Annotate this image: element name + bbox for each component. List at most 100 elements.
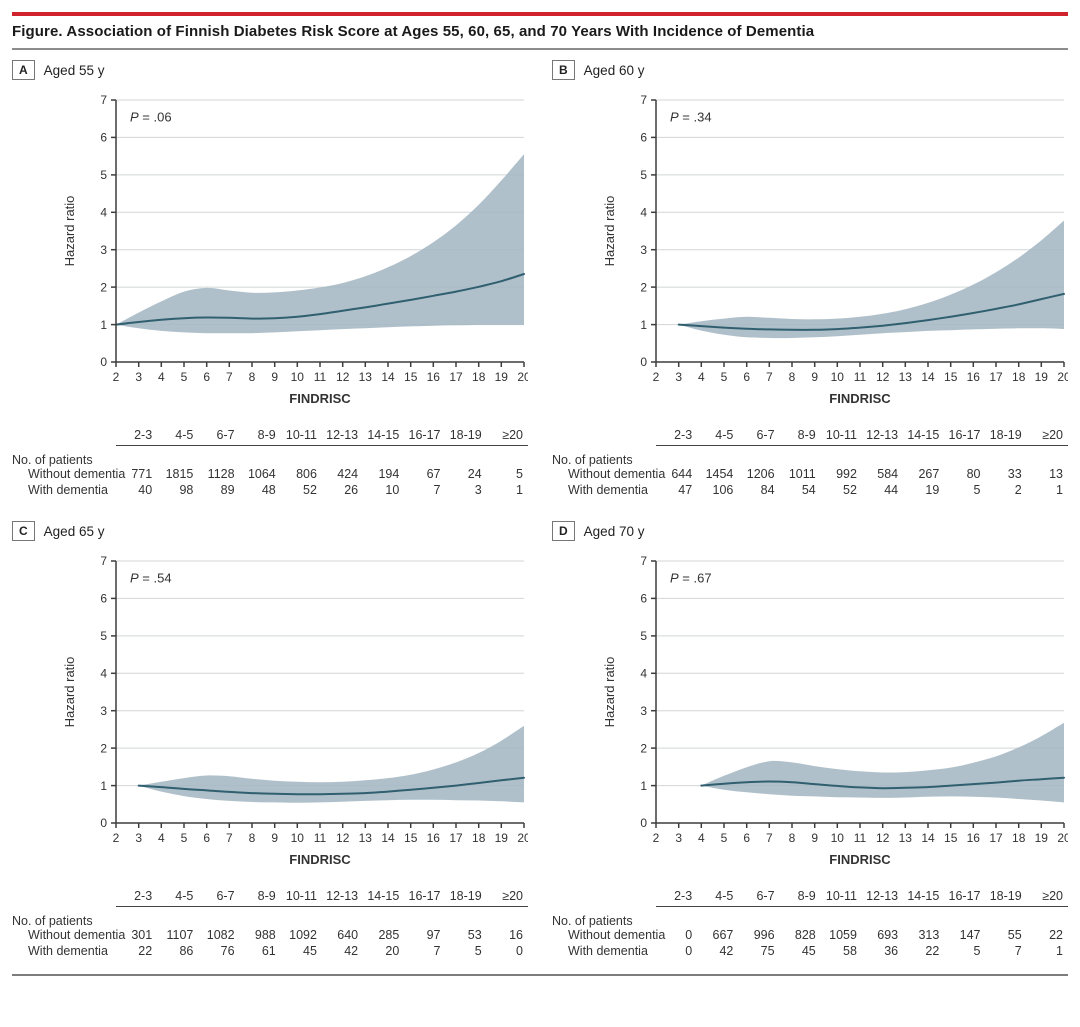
x-tick-label: 3 <box>675 831 682 845</box>
findrisc-bin-header: 16-17 <box>404 428 446 446</box>
row-label: With dementia <box>28 944 108 958</box>
findrisc-bin-header: 4-5 <box>157 889 199 907</box>
x-tick-label: 9 <box>271 831 278 845</box>
patient-count-row: Without dementia 644 1454 1206 1011 992 584 267… <box>552 467 1068 483</box>
patient-count-value: 22 <box>1049 928 1063 942</box>
bin-header-stub <box>552 428 656 446</box>
patient-count-value: 55 <box>1007 928 1022 942</box>
y-tick-label: 1 <box>640 779 647 793</box>
findrisc-bin-header: 18-19 <box>985 889 1027 907</box>
hazard-curve <box>700 776 1065 790</box>
findrisc-bin-header: 2-3 <box>116 428 158 446</box>
patient-count-value: 44 <box>884 483 899 497</box>
x-tick-label: 17 <box>989 370 1003 384</box>
hazard-curve <box>137 776 525 796</box>
y-tick-label: 0 <box>100 816 107 830</box>
x-tick-label: 16 <box>967 370 981 384</box>
patient-count-value: 89 <box>220 483 235 497</box>
patient-count-value: 667 <box>712 928 734 942</box>
y-tick-label: 5 <box>640 629 647 643</box>
x-tick-label: 18 <box>1012 370 1026 384</box>
patient-count-value: 5 <box>973 944 981 958</box>
y-tick-label: 0 <box>100 355 107 369</box>
patient-count-row: Without dementia 771 1815 1128 1064 806 424 194… <box>12 467 528 483</box>
findrisc-bin-header: 12-13 <box>861 428 904 446</box>
gridlines <box>656 560 1064 787</box>
y-tick-label: 5 <box>100 629 107 643</box>
patient-count-value: 1128 <box>207 467 235 481</box>
x-tick-label: 17 <box>989 831 1003 845</box>
findrisc-bin-header: 18-19 <box>985 428 1027 446</box>
x-tick-label: 7 <box>226 370 233 384</box>
patient-count-value: 1092 <box>289 928 317 942</box>
patient-count-value: 5 <box>516 467 523 481</box>
x-tick-label: 14 <box>381 831 395 845</box>
row-label: With dementia <box>568 483 648 497</box>
x-axis: 2 3 4 5 6 7 8 9 10 11 12 13 14 15 16 17 18 19 20 FINDRISC <box>653 822 1068 867</box>
x-tick-label: 12 <box>336 831 350 845</box>
x-tick-label: 16 <box>427 370 441 384</box>
x-tick-label: 11 <box>854 831 867 845</box>
patient-count-value: 86 <box>179 944 194 958</box>
panel-title: Aged 60 y <box>583 62 645 78</box>
x-tick-label: 16 <box>427 831 441 845</box>
findrisc-bin-header: 2-3 <box>656 889 698 907</box>
row-label: With dementia <box>568 944 648 958</box>
patient-count-value: 98 <box>179 483 194 497</box>
x-tick-label: 3 <box>135 831 142 845</box>
x-tick-label: 13 <box>359 370 373 384</box>
x-tick-label: 16 <box>967 831 981 845</box>
row-label: Without dementia <box>28 467 126 481</box>
x-tick-label: 10 <box>831 370 845 384</box>
x-axis: 2 3 4 5 6 7 8 9 10 11 12 13 14 15 16 17 18 19 20 FINDRISC <box>113 361 528 406</box>
panel-title: Aged 55 y <box>43 62 105 78</box>
panel-letter-badge: D <box>552 521 575 541</box>
confidence-band <box>701 722 1064 803</box>
x-tick-label: 12 <box>876 370 890 384</box>
x-tick-label: 19 <box>495 370 509 384</box>
x-tick-label: 11 <box>854 370 867 384</box>
patient-count-value: 424 <box>337 467 359 481</box>
patient-count-value: 106 <box>712 483 734 497</box>
patient-count-value: 36 <box>884 944 899 958</box>
x-tick-label: 9 <box>271 370 278 384</box>
y-axis: 0 1 2 3 4 5 6 7 Hazard ratio <box>602 93 657 369</box>
y-tick-label: 4 <box>640 667 647 681</box>
group-label: No. of patients <box>12 453 93 467</box>
patient-count-value: 53 <box>467 928 482 942</box>
panel-d: D Aged 70 y 0 1 2 3 4 5 6 7 Hazard ratio 2 3 4 5 6 7 8 9… <box>552 521 1068 960</box>
patient-count-value: 1107 <box>166 928 194 942</box>
patient-count-value: 693 <box>877 928 899 942</box>
findrisc-bin-header: 16-17 <box>944 428 986 446</box>
patient-count-value: 147 <box>959 928 981 942</box>
group-label-row: No. of patients <box>552 446 1068 467</box>
x-tick-label: 5 <box>721 831 728 845</box>
group-label: No. of patients <box>552 453 633 467</box>
x-tick-label: 15 <box>944 370 958 384</box>
panel-a: A Aged 55 y 0 1 2 3 4 5 6 7 Hazard ratio 2 3 4 5 6 7 8 9… <box>12 60 528 499</box>
x-tick-label: 10 <box>291 831 305 845</box>
patient-count-value: 7 <box>1014 944 1022 958</box>
x-tick-label: 18 <box>472 831 486 845</box>
row-label: Without dementia <box>568 467 666 481</box>
findrisc-bin-header: 8-9 <box>239 889 281 907</box>
panel-title: Aged 65 y <box>43 523 105 539</box>
x-tick-label: 14 <box>921 831 935 845</box>
accent-bar <box>12 12 1068 16</box>
x-tick-label: 20 <box>1057 831 1068 845</box>
y-axis-title: Hazard ratio <box>602 196 617 267</box>
patient-count-value: 22 <box>925 944 940 958</box>
bin-header-row: 2-3 4-5 6-7 8-9 10-11 12-13 14-15 16-17 18-19 ≥20 <box>12 428 528 446</box>
x-axis-title: FINDRISC <box>829 852 891 867</box>
patient-count-value: 1815 <box>165 467 194 481</box>
findrisc-bin-header: 10-11 <box>820 889 862 907</box>
patient-count-value: 1 <box>516 483 523 497</box>
findrisc-bin-header: ≥20 <box>1026 889 1068 907</box>
y-tick-label: 7 <box>100 93 107 107</box>
figure-document: Figure. Association of Finnish Diabetes … <box>0 12 1080 976</box>
y-tick-label: 1 <box>640 318 647 332</box>
patient-count-value: 16 <box>509 928 523 942</box>
x-tick-label: 20 <box>517 370 528 384</box>
panel-grid: A Aged 55 y 0 1 2 3 4 5 6 7 Hazard ratio 2 3 4 5 6 7 8 9… <box>12 50 1068 960</box>
